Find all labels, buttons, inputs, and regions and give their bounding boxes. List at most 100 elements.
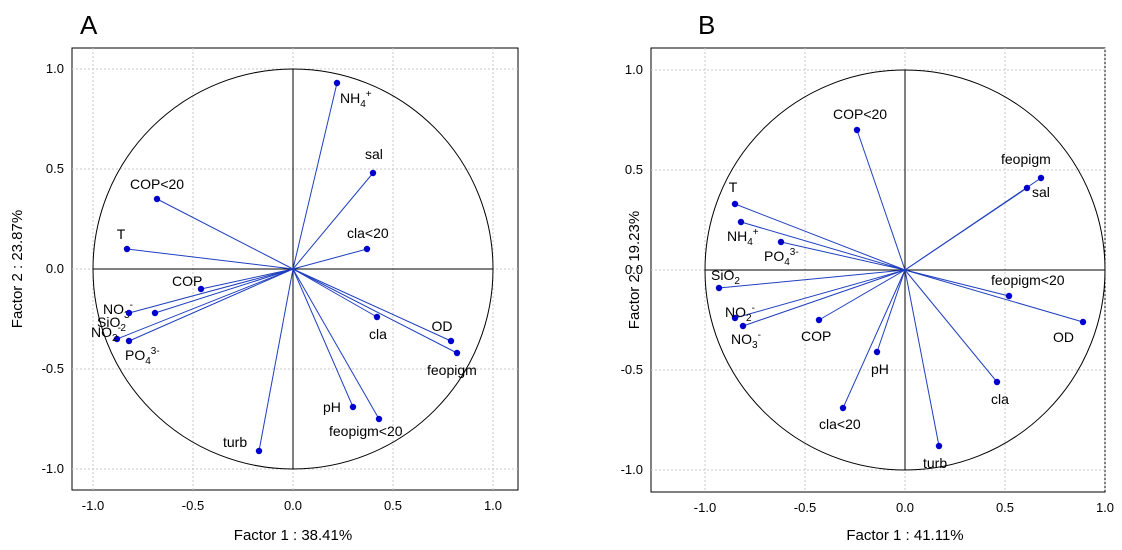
variable-label: PO43- xyxy=(125,346,160,367)
loading-point xyxy=(1079,318,1087,326)
loading-point xyxy=(737,218,745,226)
variable-label: pH xyxy=(323,399,341,415)
variable-label: feopigm xyxy=(1001,151,1051,167)
loading-point xyxy=(935,442,943,450)
loading-vector xyxy=(292,248,368,270)
variable-label: COP xyxy=(801,328,831,344)
variable-label: SiO2 xyxy=(97,314,126,334)
loading-point xyxy=(815,316,823,324)
loading-point xyxy=(255,447,263,455)
loading-point xyxy=(777,238,785,246)
variable-label: turb xyxy=(223,434,247,450)
y-tick-label: 1.0 xyxy=(46,61,64,76)
loading-point xyxy=(873,348,881,356)
loading-vector xyxy=(742,269,906,327)
panel-b-plot: -1.0 -0.5 0.0 0.5 1.0 -1.0 -0.5 0.0 0.5 1.0 Factor… xyxy=(621,47,1114,544)
variable-label: PO43- xyxy=(764,247,799,268)
loading-vector xyxy=(126,248,294,270)
loading-vector xyxy=(904,269,940,447)
loading-point xyxy=(363,245,371,253)
loading-point xyxy=(125,337,133,345)
panel-a: A -1.0 -0.5 0.0 0.5 1.0 -1.0 -0.5 0.0 0.5 1.0 Fact… xyxy=(9,10,519,544)
variable-label: pH xyxy=(871,361,889,377)
variable-label: COP<20 xyxy=(130,176,184,192)
loading-point xyxy=(197,285,205,293)
variable-label: cla xyxy=(991,391,1009,407)
variable-label: feopigm<20 xyxy=(329,423,403,439)
loading-point xyxy=(993,378,1001,386)
loading-vector xyxy=(292,82,338,270)
loading-vector xyxy=(156,198,294,270)
loading-point xyxy=(1023,184,1031,192)
variable-label: NO3- xyxy=(731,330,761,351)
variable-label: NO2- xyxy=(91,323,121,344)
loading-vector xyxy=(780,241,906,271)
loading-vector xyxy=(734,269,906,319)
variable-label: NH4+ xyxy=(340,89,372,110)
panel-b-letter: B xyxy=(698,10,716,40)
loading-point xyxy=(447,337,455,345)
variable-label: NH4+ xyxy=(727,227,759,248)
loading-vector xyxy=(842,269,906,409)
loading-point xyxy=(1005,292,1013,300)
x-tick-label: -1.0 xyxy=(82,498,104,513)
loading-vector xyxy=(128,268,294,314)
loading-point xyxy=(125,309,133,317)
variable-label: COP<20 xyxy=(833,106,887,122)
loading-vector xyxy=(292,268,458,354)
loading-vector xyxy=(856,129,906,271)
variable-label: cla xyxy=(369,326,387,342)
loading-vector xyxy=(876,269,906,353)
variable-label: turb xyxy=(923,455,947,471)
variable-label: COP xyxy=(172,273,202,289)
loading-point xyxy=(853,126,861,134)
loading-vector xyxy=(904,187,1028,271)
loading-vector xyxy=(258,268,294,452)
loading-point xyxy=(453,349,461,357)
y-axis-title: Factor 2 : 23.87% xyxy=(9,210,26,328)
y-tick-label: -1.0 xyxy=(42,461,64,476)
y-tick-label: -0.5 xyxy=(42,361,64,376)
x-tick-label: 0.0 xyxy=(284,498,302,513)
y-tick-label: 0.5 xyxy=(46,161,64,176)
variable-label: T xyxy=(117,226,126,242)
x-tick-label: 0.5 xyxy=(996,500,1014,515)
loading-point xyxy=(369,169,377,177)
variable-label: cla<20 xyxy=(819,416,861,432)
x-tick-label: -1.0 xyxy=(694,500,716,515)
y-tick-label: 0.0 xyxy=(625,262,643,277)
loading-point xyxy=(373,313,381,321)
loading-vector xyxy=(292,268,378,318)
y-tick-label: -0.5 xyxy=(621,362,643,377)
loading-vector xyxy=(818,269,906,321)
variable-label: T xyxy=(729,179,738,195)
panel-b: B -1.0 -0.5 0.0 0.5 1.0 -1.0 -0.5 0.0 0.5 1.0 Fact… xyxy=(561,0,1122,550)
variable-label: feopigm xyxy=(427,362,477,378)
loading-point xyxy=(333,79,341,87)
panel-a-plot: -1.0 -0.5 0.0 0.5 1.0 -1.0 -0.5 0.0 0.5 1.0 Factor… xyxy=(9,47,519,544)
loading-vector xyxy=(904,269,1084,323)
x-tick-label: 0.5 xyxy=(384,498,402,513)
loading-point xyxy=(1037,174,1045,182)
variable-label: cla<20 xyxy=(347,225,389,241)
panel-a-letter: A xyxy=(80,10,98,40)
loading-point xyxy=(123,245,131,253)
loading-vector xyxy=(740,221,906,271)
loading-vector xyxy=(292,268,452,342)
x-tick-label: 0.0 xyxy=(896,500,914,515)
loading-vector xyxy=(718,269,906,289)
variable-label: OD xyxy=(1053,329,1074,345)
loading-vector xyxy=(904,269,998,383)
loading-point xyxy=(839,404,847,412)
loading-vector xyxy=(734,203,906,271)
loading-point xyxy=(349,403,357,411)
loading-point xyxy=(739,322,747,330)
loading-vector xyxy=(128,268,294,342)
variable-label: OD xyxy=(432,318,453,334)
variable-label: SiO2 xyxy=(711,267,740,287)
y-tick-label: 0.0 xyxy=(46,261,64,276)
variable-label: feopigm<20 xyxy=(991,272,1065,288)
variable-label: NO3- xyxy=(103,300,133,321)
x-axis-title: Factor 1 : 38.41% xyxy=(234,527,352,544)
loading-point xyxy=(715,284,723,292)
